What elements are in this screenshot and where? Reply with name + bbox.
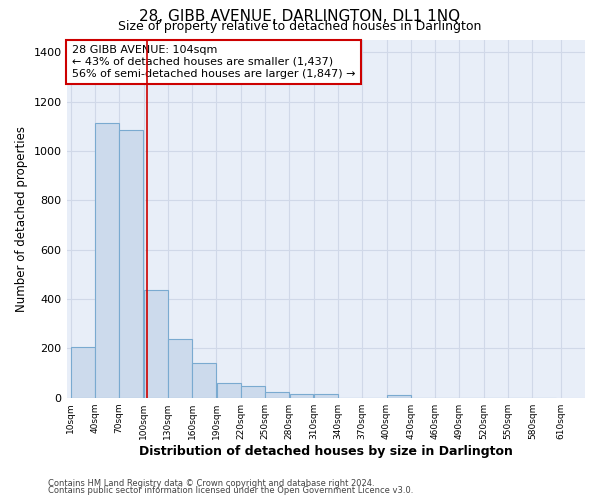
Y-axis label: Number of detached properties: Number of detached properties (15, 126, 28, 312)
Bar (95, 122, 119, 398)
Bar (71, 347, 95, 398)
Bar (119, 130, 143, 398)
Bar (387, 394, 410, 398)
Bar (168, 338, 192, 398)
Text: Contains public sector information licensed under the Open Government Licence v3: Contains public sector information licen… (48, 486, 413, 495)
Bar (241, 386, 265, 398)
X-axis label: Distribution of detached houses by size in Darlington: Distribution of detached houses by size … (139, 444, 513, 458)
Bar (144, 290, 167, 398)
Bar (217, 383, 241, 398)
Bar (193, 363, 216, 398)
Text: 28 GIBB AVENUE: 104sqm
← 43% of detached houses are smaller (1,437)
56% of semi-: 28 GIBB AVENUE: 104sqm ← 43% of detached… (72, 46, 355, 78)
Bar (314, 394, 338, 398)
Text: Size of property relative to detached houses in Darlington: Size of property relative to detached ho… (118, 20, 482, 33)
Text: Contains HM Land Registry data © Crown copyright and database right 2024.: Contains HM Land Registry data © Crown c… (48, 478, 374, 488)
Text: 28, GIBB AVENUE, DARLINGTON, DL1 1NQ: 28, GIBB AVENUE, DARLINGTON, DL1 1NQ (139, 9, 461, 24)
Bar (290, 394, 313, 398)
Bar (265, 392, 289, 398)
